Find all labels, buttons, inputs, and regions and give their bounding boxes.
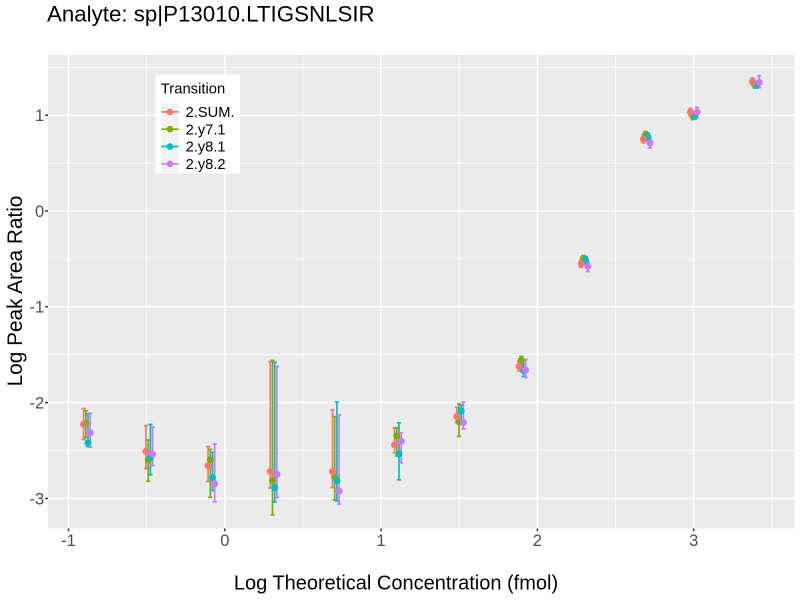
- svg-text:2.y8.1: 2.y8.1: [186, 140, 226, 156]
- svg-text:-2: -2: [30, 395, 45, 413]
- svg-text:2.y7.1: 2.y7.1: [186, 122, 226, 138]
- svg-text:Analyte: sp|P13010.LTIGSNLSIR: Analyte: sp|P13010.LTIGSNLSIR: [47, 2, 375, 27]
- svg-text:0: 0: [35, 203, 44, 221]
- svg-text:1: 1: [35, 107, 44, 125]
- svg-text:-1: -1: [30, 299, 45, 317]
- svg-text:-3: -3: [30, 490, 45, 508]
- svg-text:0: 0: [220, 532, 229, 550]
- svg-text:Log Peak Area Ratio: Log Peak Area Ratio: [4, 196, 27, 387]
- svg-text:Log Theoretical Concentration: Log Theoretical Concentration (fmol): [234, 573, 558, 595]
- svg-text:2: 2: [533, 532, 542, 550]
- svg-text:2.y8.2: 2.y8.2: [186, 157, 226, 173]
- svg-text:1: 1: [377, 532, 386, 550]
- svg-text:-1: -1: [61, 532, 76, 550]
- svg-text:2.SUM.: 2.SUM.: [186, 105, 235, 121]
- svg-text:Transition: Transition: [161, 81, 225, 97]
- svg-text:3: 3: [689, 532, 698, 550]
